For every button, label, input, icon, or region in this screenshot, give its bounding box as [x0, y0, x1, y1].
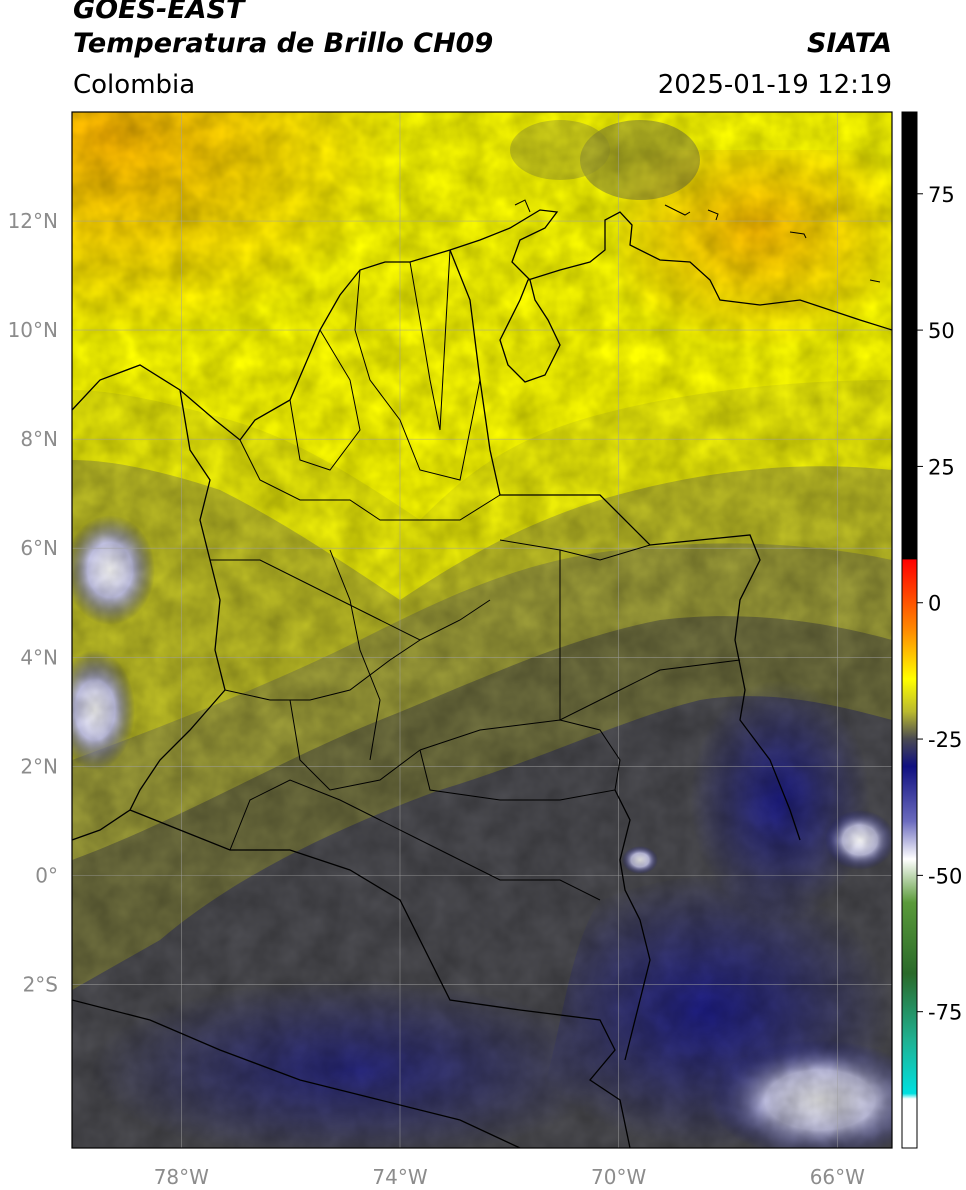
lat-tick-label: 8°N: [20, 427, 58, 451]
colorbar-frame: [901, 111, 918, 1149]
lon-tick-label: 78°W: [154, 1165, 209, 1189]
datetime-label: 2025-01-19 12:19: [657, 70, 892, 100]
region-label: Colombia: [73, 70, 196, 100]
lon-tick-label: 74°W: [372, 1165, 427, 1189]
lon-tick-label: 70°W: [591, 1165, 646, 1189]
lat-tick-label: 6°N: [20, 536, 58, 560]
department-borders: [210, 249, 741, 901]
colorbar-tick-label: 50: [928, 319, 955, 343]
colorbar-tick-label: 25: [928, 455, 955, 479]
map-frame: [71, 111, 893, 1149]
product-title: Temperatura de Brillo CH09: [73, 28, 494, 59]
colorbar: 75 50 25 0 -25 -50 -75: [901, 111, 962, 1149]
colorbar-tick-labels: 75 50 25 0 -25 -50 -75: [917, 183, 962, 1025]
satellite-imagery: [72, 112, 892, 1148]
lat-tick-label: 2°S: [23, 972, 58, 996]
lat-tick-label: 10°N: [8, 318, 58, 342]
boundaries: [72, 199, 892, 1148]
islands: [514, 199, 881, 283]
lat-tick-label: 2°N: [20, 754, 58, 778]
amazon-border: [614, 789, 651, 1061]
satellite-title: GOES-EAST: [73, 0, 245, 25]
caribbean-coastline: [72, 209, 892, 441]
peru-border: [72, 999, 521, 1148]
colorbar-tick-label: -75: [928, 1001, 962, 1025]
latitude-tick-labels: 12°N 10°N 8°N 6°N 4°N 2°N 0° 2°S: [8, 209, 58, 996]
colorbar-tick-label: -50: [928, 864, 962, 888]
colorbar-tick-label: -25: [928, 728, 962, 752]
lat-tick-label: 0°: [35, 863, 58, 887]
graticule: [72, 112, 892, 1148]
colombia-border-south: [129, 809, 631, 1148]
lat-tick-label: 4°N: [20, 645, 58, 669]
longitude-tick-labels: 78°W 74°W 70°W 66°W: [154, 1165, 865, 1189]
pacific-coastline: [72, 389, 226, 841]
colorbar-tick-label: 75: [928, 183, 955, 207]
colorbar-tick-label: 0: [928, 592, 941, 616]
colorbar-gradient: [902, 112, 917, 1148]
lon-tick-label: 66°W: [810, 1165, 865, 1189]
lat-tick-label: 12°N: [8, 209, 58, 233]
colombia-border-east: [449, 249, 801, 841]
institution-label: SIATA: [806, 28, 892, 59]
